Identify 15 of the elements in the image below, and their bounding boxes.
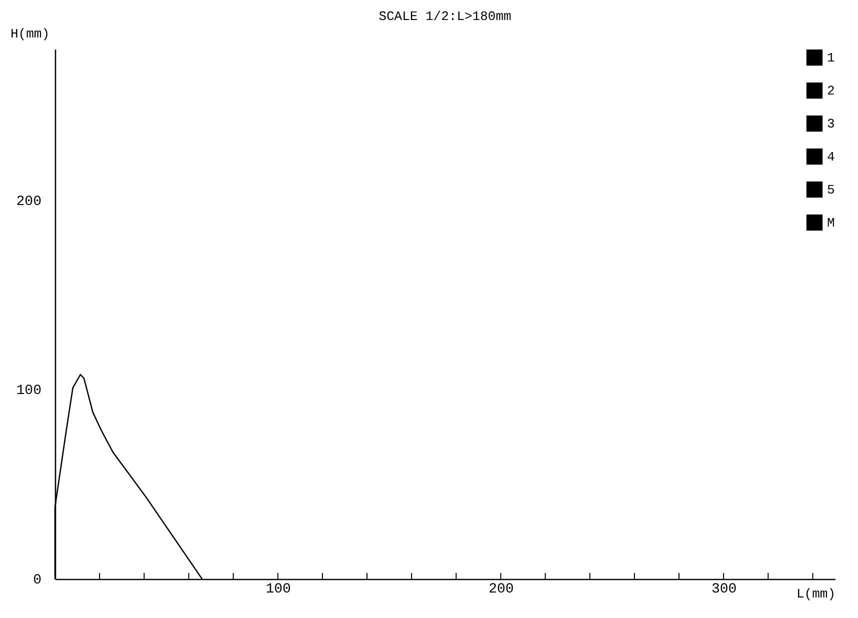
legend-label: 2 [827,84,835,98]
y-tick-label: 100 [16,383,42,400]
legend-label: 5 [827,182,835,198]
chart-title: SCALE 1/2:L>180mm [378,9,512,24]
x-tick-label: 100 [266,582,291,598]
x-tick-label: 200 [488,582,514,598]
x-axis-title: L(mm) [796,586,836,602]
y-axis-title: H(mm) [10,26,50,42]
y-tick-label: 200 [16,194,42,210]
x-tick-label: 300 [711,582,737,598]
legend-label: M [827,216,835,230]
y-tick-label: 0 [33,572,42,588]
legend-label: 1 [827,50,835,66]
legend-label: 4 [827,150,835,164]
legend-label: 3 [827,116,835,132]
